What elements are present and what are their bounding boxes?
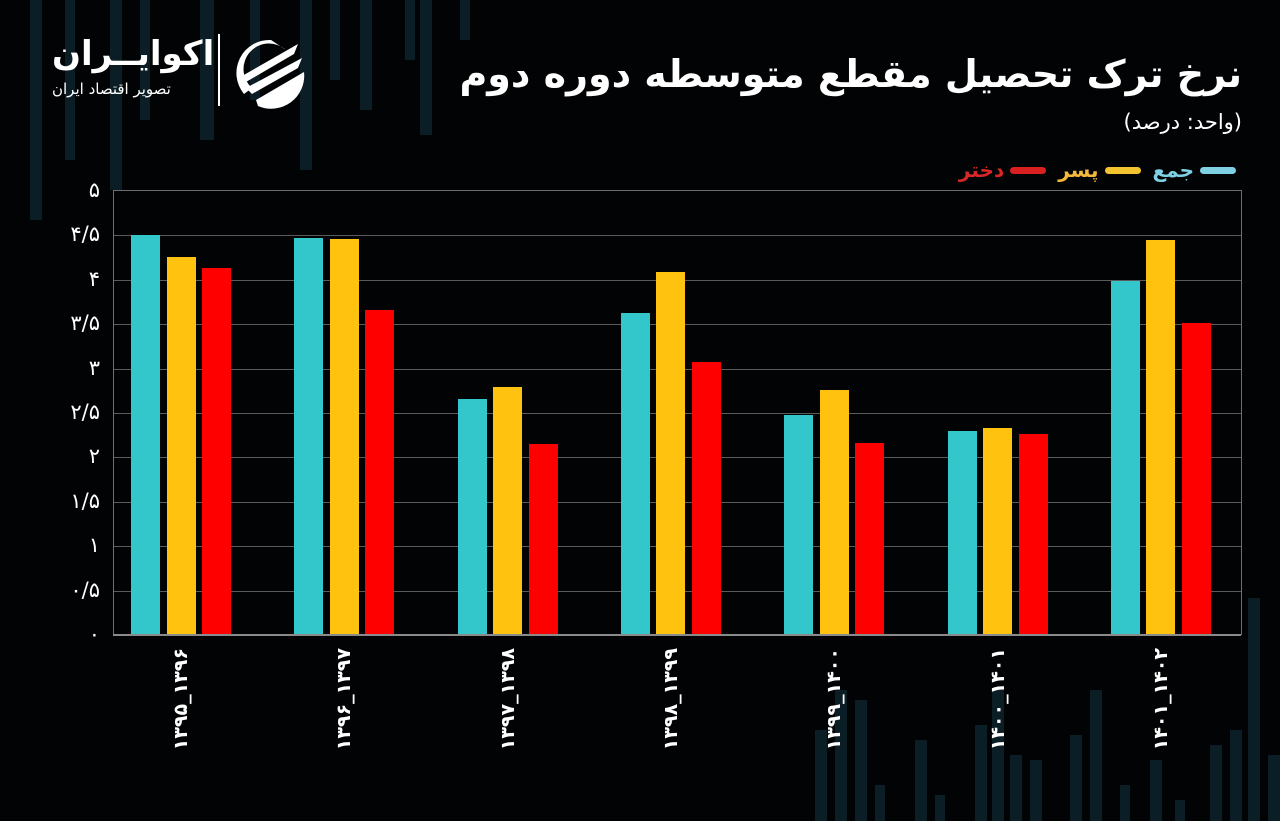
logo-divider (218, 34, 220, 106)
background-bar (140, 0, 150, 120)
bar-girls (1018, 434, 1048, 635)
y-tick-label: ۰ (88, 622, 100, 646)
x-tick-label: ۱۴۰۰_۱۴۰۱ (986, 648, 1009, 751)
background-bar (1175, 800, 1185, 821)
background-bar (250, 0, 260, 100)
background-bar (1030, 760, 1042, 821)
x-tick-label: ۱۳۹۷_۱۳۹۸ (496, 648, 519, 751)
chart-title: نرخ ترک تحصیل مقطع متوسطه دوره دوم (459, 52, 1242, 96)
background-bar (1268, 755, 1280, 821)
bar-total (131, 235, 160, 635)
bar-total (1110, 280, 1140, 635)
background-bar (975, 725, 987, 821)
bar-boys (656, 271, 686, 635)
x-tick-label: ۱۳۹۹_۱۴۰۰ (823, 648, 846, 751)
x-tick-label: ۱۳۹۵_۱۳۹۶ (170, 648, 192, 751)
gridline (114, 235, 1241, 237)
x-axis-line (113, 634, 1241, 636)
background-bar (1090, 690, 1102, 821)
y-tick-label: ۳ (88, 355, 100, 380)
background-bar (1070, 735, 1082, 821)
background-bar (992, 690, 1004, 821)
legend-item-boys: پسر (1058, 158, 1141, 182)
y-tick-label: ۴/۵ (70, 222, 100, 247)
x-tick-label: ۱۳۹۶_۱۳۹۷ (333, 648, 356, 751)
background-bar (875, 785, 885, 821)
bar-girls (855, 443, 885, 635)
legend-swatch-boys (1104, 166, 1141, 174)
background-bar (200, 0, 214, 140)
background-bar (935, 795, 945, 821)
x-tick-label: ۱۴۰۱_۱۴۰۲ (1149, 648, 1172, 751)
legend-item-girls: دختر (958, 158, 1047, 182)
background-bar (1120, 785, 1130, 821)
legend-label-boys: پسر (1058, 158, 1099, 182)
legend-item-total: جمع (1153, 158, 1236, 182)
background-bar (915, 740, 927, 821)
legend-label-total: جمع (1152, 158, 1194, 182)
bar-boys (329, 238, 359, 635)
y-tick-label: ۴ (88, 266, 100, 291)
y-tick-label: ۲/۵ (70, 400, 100, 424)
logo-name: اکوایــران (52, 34, 215, 74)
logo-tagline: تصویر اقتصاد ایران (52, 80, 171, 98)
background-bar (300, 0, 312, 170)
x-tick-label: ۱۳۹۸_۱۳۹۹ (659, 648, 682, 751)
background-bar (1230, 730, 1242, 821)
background-bar (1150, 760, 1162, 821)
background-bar (330, 0, 340, 80)
bar-boys (983, 428, 1012, 635)
y-tick-label: ۰/۵ (70, 577, 100, 602)
bar-total (294, 238, 324, 635)
background-bar (460, 0, 470, 40)
bar-boys (166, 256, 196, 635)
background-bar (1210, 745, 1222, 821)
bar-total (784, 414, 814, 635)
chart-subtitle: (واحد: درصد) (1123, 110, 1242, 134)
ecoiran-logo-icon (236, 39, 305, 109)
y-tick-label: ۱/۵ (70, 488, 100, 513)
y-tick-label: ۵ (88, 178, 100, 202)
background-bar (360, 0, 372, 110)
legend: جمع پسر دختر (959, 158, 1236, 182)
plot-area (113, 190, 1242, 635)
bar-girls (528, 444, 558, 635)
bar-boys (493, 387, 523, 635)
bar-total (457, 398, 487, 635)
bar-boys (819, 389, 849, 635)
bar-girls (691, 362, 721, 635)
y-tick-label: ۳/۵ (70, 311, 100, 336)
background-bar (420, 0, 432, 135)
background-bar (855, 700, 867, 821)
background-bar (405, 0, 415, 60)
logo: اکوایــران تصویر اقتصاد ایران (48, 34, 318, 109)
legend-swatch-total (1200, 166, 1236, 174)
background-bar (1010, 755, 1022, 821)
background-bar (110, 0, 122, 190)
bar-girls (1181, 323, 1211, 635)
y-tick-label: ۱ (88, 533, 100, 558)
bar-total (947, 430, 977, 635)
bar-girls (202, 268, 231, 635)
background-bar (1248, 598, 1260, 821)
legend-label-girls: دختر (958, 158, 1005, 182)
y-tick-label: ۲ (88, 444, 100, 469)
bar-boys (1146, 239, 1176, 635)
background-bar (815, 730, 827, 821)
background-bar (65, 0, 75, 160)
bar-girls (365, 310, 395, 635)
bar-total (620, 312, 650, 635)
background-bar (835, 690, 847, 821)
background-bar (30, 0, 42, 220)
legend-swatch-girls (1010, 166, 1047, 174)
